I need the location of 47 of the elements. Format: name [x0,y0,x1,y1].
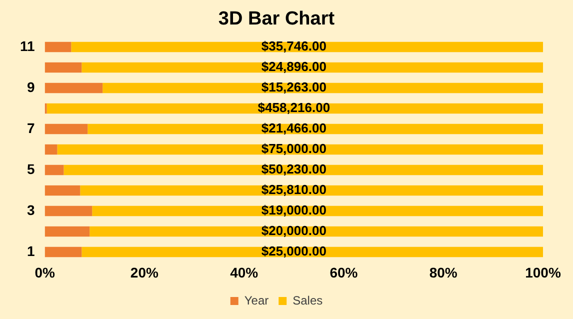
bar [44,82,103,94]
y-tick-label: 5 [27,160,36,177]
x-tick-label: 40% [230,264,259,280]
bar [92,206,543,216]
bar [102,82,543,94]
y-tick-label: 1 [27,242,36,259]
bar [44,62,82,73]
x-tick-label: 100% [525,264,562,280]
bar [44,164,64,176]
annotation: $20,000.00 [261,223,326,238]
x-tick-label: 60% [330,264,358,280]
x-tick-label: 80% [429,264,458,280]
y-tick-label: 7 [27,120,36,136]
annotation: $25,810.00 [261,182,326,198]
bar [44,42,72,52]
bar [44,206,92,216]
x-tick-label: 0% [34,264,56,280]
annotation: $25,000.00 [261,244,326,259]
bar [44,144,58,155]
bar [90,226,543,237]
annotation: $50,230.00 [261,162,326,177]
bar [64,164,543,176]
bar [82,246,543,258]
annotation: $75,000.00 [261,141,326,156]
annotation: $15,263.00 [261,80,326,95]
bar [71,42,543,52]
x-tick-label: 20% [130,264,159,280]
bar [44,246,82,258]
bar [82,62,543,73]
y-tick-label: 9 [27,78,36,95]
bar [46,103,543,114]
bar [80,185,543,196]
y-tick-label: 11 [20,38,35,54]
y-tick-label: 3 [27,202,36,218]
annotation: $24,896.00 [261,59,326,74]
bar [88,124,543,134]
annotation: $35,746.00 [261,38,326,54]
legend-label: Sales [292,293,323,308]
bar [44,124,88,134]
annotation: $458,216.00 [258,100,330,116]
bar [44,226,90,237]
annotation: $19,000.00 [261,202,326,218]
annotation: $21,466.00 [261,120,326,136]
legend-label: Year [244,293,269,308]
bar [44,185,80,196]
chart-title: 3D Bar Chart [218,8,336,30]
bar [57,144,543,155]
